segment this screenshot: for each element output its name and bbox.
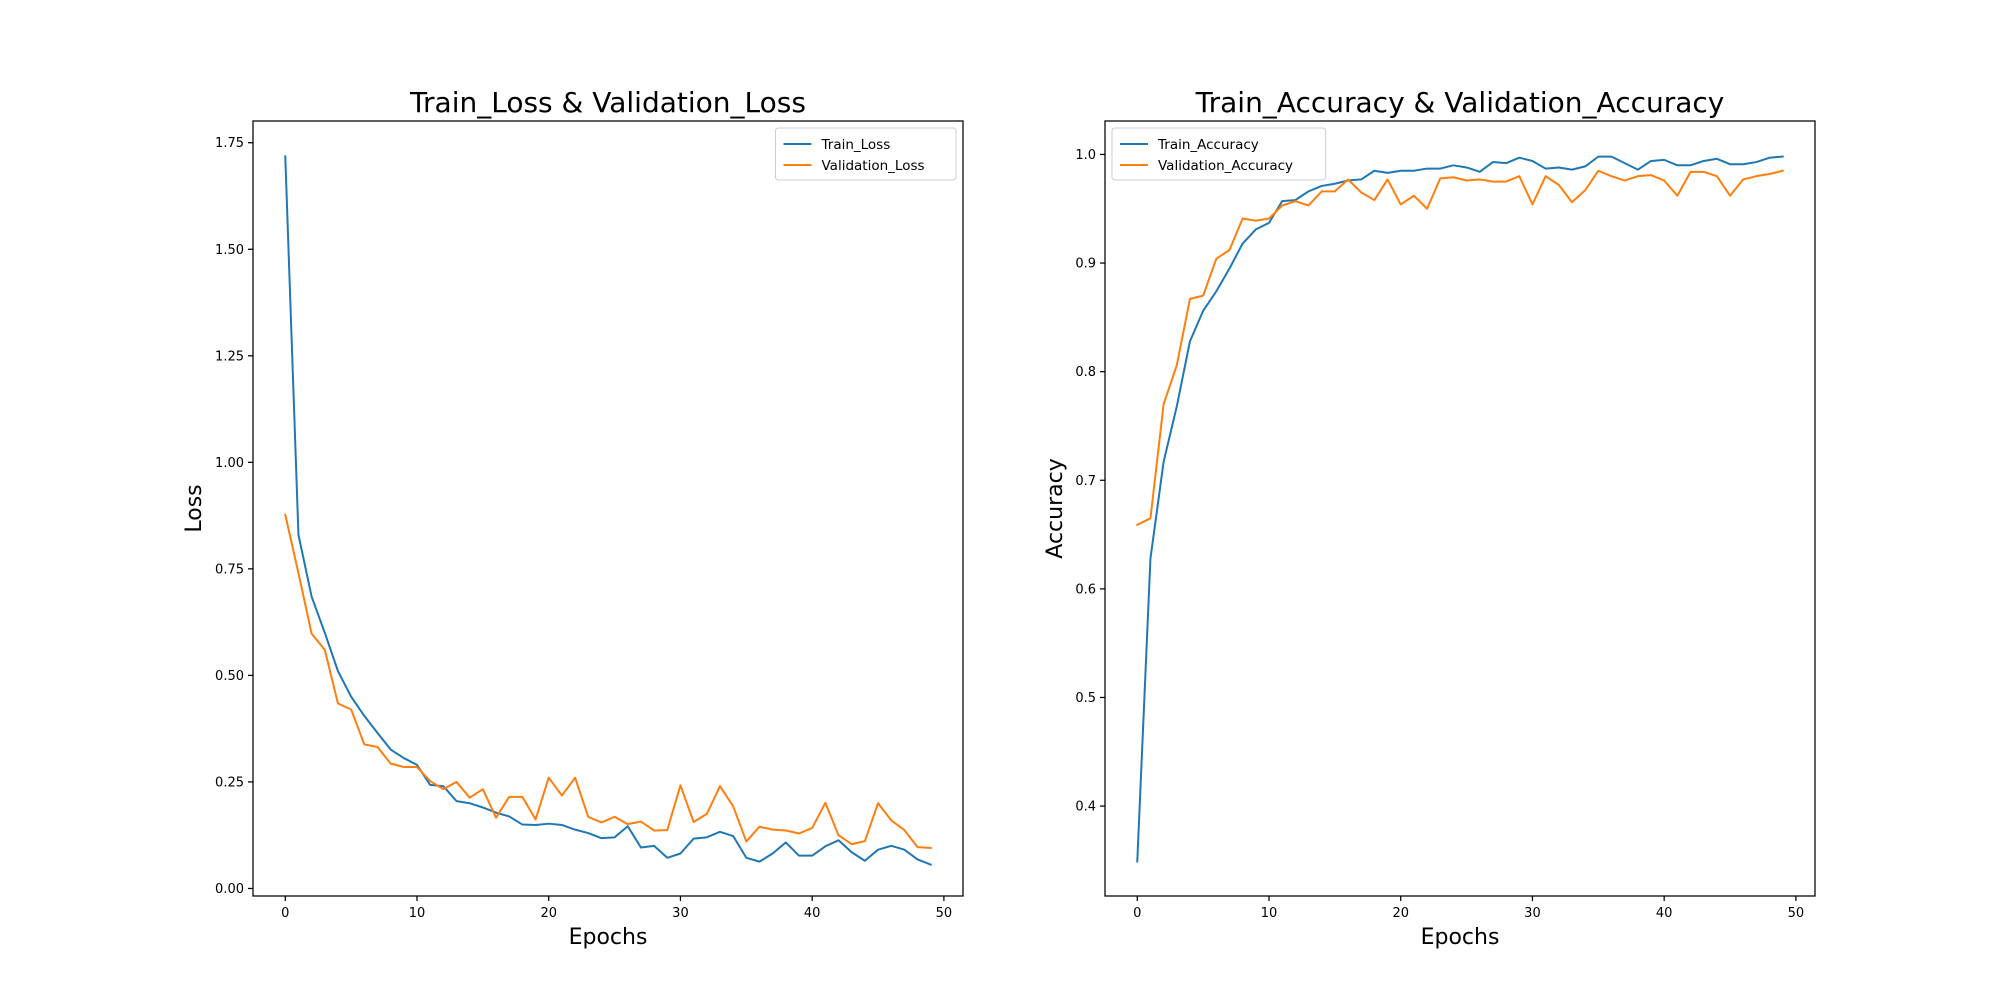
accuracy-chart-ytick-label: 0.8 bbox=[1075, 365, 1096, 380]
accuracy-chart-xtick-label: 20 bbox=[1392, 906, 1409, 921]
loss-chart-xtick-label: 30 bbox=[672, 906, 689, 921]
accuracy-chart-series-validation-line bbox=[1135, 169, 1784, 527]
accuracy-chart-legend-label: Validation_Accuracy bbox=[1158, 158, 1293, 174]
loss-chart-series-validation-line bbox=[284, 513, 932, 850]
accuracy-chart-ytick-label: 0.9 bbox=[1075, 257, 1096, 272]
loss-chart-legend-box bbox=[775, 127, 957, 181]
accuracy-chart-ytick-label: 0.7 bbox=[1075, 474, 1096, 489]
loss-chart-xtick-label: 0 bbox=[281, 906, 289, 921]
accuracy-chart-series-train-line bbox=[1136, 155, 1784, 863]
accuracy-chart-xtick-label: 30 bbox=[1524, 906, 1541, 921]
accuracy-chart-legend-label: Train_Accuracy bbox=[1157, 137, 1259, 153]
loss-chart-legend-label: Validation_Loss bbox=[822, 158, 925, 174]
loss-chart-plot-area bbox=[284, 155, 933, 866]
accuracy-chart-axes-frame bbox=[1104, 120, 1816, 897]
loss-chart-xtick-label: 40 bbox=[804, 906, 821, 921]
loss-chart-ytick-label: 1.00 bbox=[215, 456, 244, 471]
accuracy-chart-plot-area bbox=[1135, 155, 1784, 863]
loss-chart-axes-frame bbox=[252, 120, 964, 897]
loss-chart-ytick-label: 1.25 bbox=[215, 349, 244, 364]
loss-chart-ticks: 0 10 20 30 40 50 0.00 0.25 0.50 0.75 1.00 1.25 1.50 1… bbox=[215, 136, 952, 921]
accuracy-chart-legend: Train_Accuracy Validation_Accuracy bbox=[1111, 127, 1327, 181]
loss-chart-xtick-label: 20 bbox=[540, 906, 557, 921]
loss-chart-xtick-label: 50 bbox=[936, 906, 953, 921]
accuracy-chart-ticks: 0 10 20 30 40 50 0.4 0.5 0.6 0.7 0.8 0.9 1.0 bbox=[1075, 148, 1804, 921]
accuracy-chart-ytick-label: 0.5 bbox=[1075, 691, 1096, 706]
loss-chart-ylabel: Loss bbox=[182, 484, 207, 532]
loss-chart-ytick-label: 1.50 bbox=[215, 243, 244, 258]
loss-chart-ytick-label: 0.25 bbox=[215, 775, 244, 790]
loss-chart-xlabel: Epochs bbox=[569, 925, 648, 950]
loss-chart-series-train-line bbox=[284, 155, 933, 866]
loss-chart: Train_Loss & Validation_Loss Epochs Loss… bbox=[182, 86, 964, 950]
loss-chart-legend: Train_Loss Validation_Loss bbox=[775, 127, 957, 181]
accuracy-chart-xtick-label: 50 bbox=[1788, 906, 1805, 921]
accuracy-chart-legend-box bbox=[1111, 127, 1327, 181]
accuracy-chart-ytick-label: 1.0 bbox=[1075, 148, 1096, 163]
loss-chart-ytick-label: 1.75 bbox=[215, 136, 244, 151]
accuracy-chart: Train_Accuracy & Validation_Accuracy Epo… bbox=[1043, 86, 1816, 950]
loss-chart-ytick-label: 0.00 bbox=[215, 882, 244, 897]
accuracy-chart-ytick-label: 0.6 bbox=[1075, 582, 1096, 597]
accuracy-chart-xtick-label: 10 bbox=[1261, 906, 1278, 921]
accuracy-chart-xtick-label: 0 bbox=[1133, 906, 1141, 921]
accuracy-chart-title: Train_Accuracy & Validation_Accuracy bbox=[1195, 86, 1725, 119]
loss-chart-ytick-label: 0.75 bbox=[215, 562, 244, 577]
accuracy-chart-ytick-label: 0.4 bbox=[1075, 800, 1096, 815]
accuracy-chart-xlabel: Epochs bbox=[1421, 925, 1500, 950]
accuracy-chart-xtick-label: 40 bbox=[1656, 906, 1673, 921]
accuracy-chart-ylabel: Accuracy bbox=[1043, 458, 1068, 558]
loss-chart-ytick-label: 0.50 bbox=[215, 669, 244, 684]
loss-chart-title: Train_Loss & Validation_Loss bbox=[409, 86, 806, 119]
loss-chart-legend-label: Train_Loss bbox=[821, 137, 891, 153]
loss-chart-xtick-label: 10 bbox=[409, 906, 426, 921]
